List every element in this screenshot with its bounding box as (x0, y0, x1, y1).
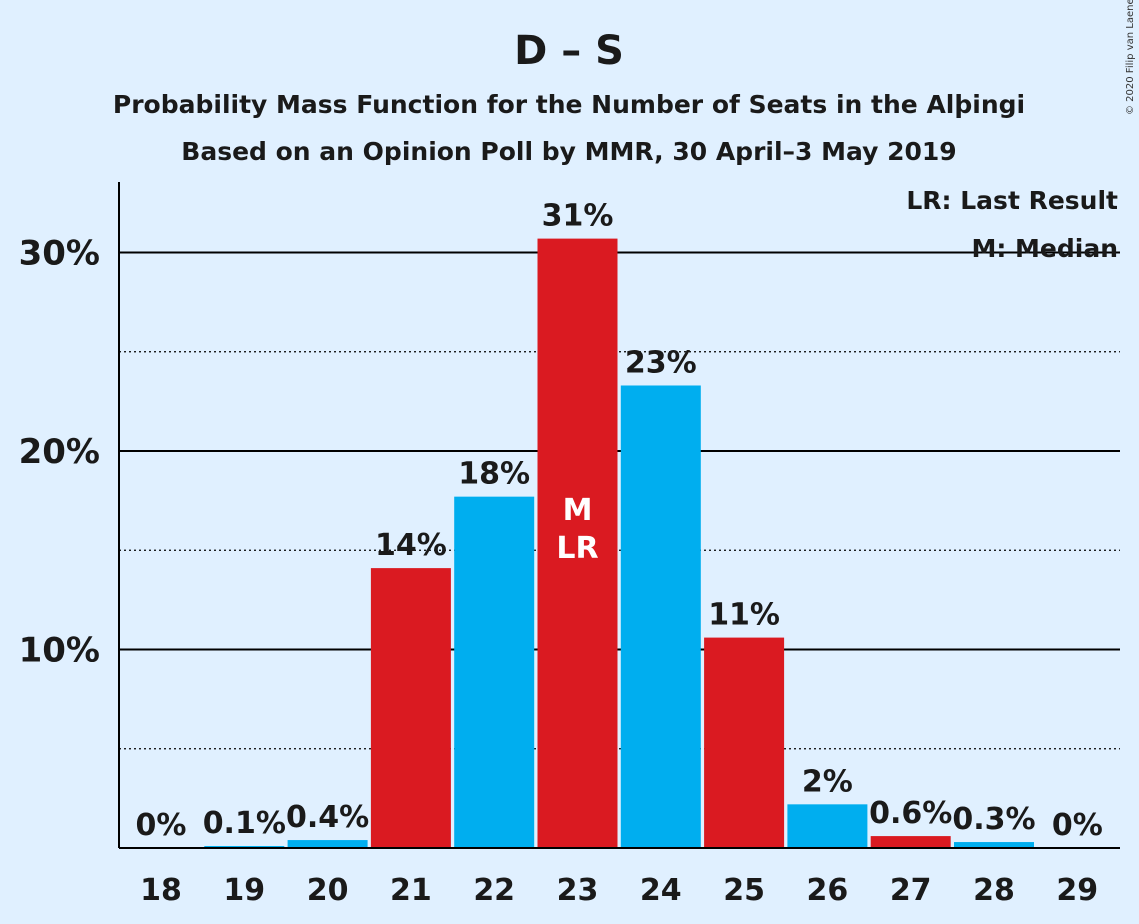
chart-subtitle-line2: Based on an Opinion Poll by MMR, 30 Apri… (181, 137, 956, 166)
bar-data-labels: 0% 0.1% 0.4% 14% 18% 31% 23% 11% 2% 0.6% 0.3% 0% (136, 199, 1103, 843)
chart-title: D – S (514, 28, 624, 74)
x-tick-label: 23 (557, 873, 599, 908)
y-tick-label: 20% (19, 432, 100, 472)
chart-subtitle-line1: Probability Mass Function for the Number… (113, 90, 1025, 119)
x-tick-label: 19 (223, 873, 265, 908)
y-tick-label: 30% (19, 234, 100, 274)
legend-last-result: LR: Last Result (906, 186, 1118, 215)
x-tick-label: 25 (723, 873, 765, 908)
bar-24 (620, 385, 701, 848)
bar-25 (704, 637, 785, 848)
copyright-note: © 2020 Filip van Laenen (1125, 0, 1136, 115)
bar-22 (454, 496, 535, 848)
bar-label-24: 23% (625, 345, 697, 380)
bar-label-27: 0.6% (869, 796, 952, 831)
bar-label-21: 14% (375, 528, 447, 563)
bar-label-20: 0.4% (286, 800, 369, 835)
last-result-marker: LR (556, 531, 598, 566)
bar-label-29: 0% (1052, 808, 1103, 843)
x-tick-label: 21 (390, 873, 432, 908)
bar-27 (870, 836, 951, 848)
x-tick-label: 22 (473, 873, 515, 908)
bar-21 (370, 568, 451, 848)
x-tick-label: 26 (807, 873, 849, 908)
bar-20 (287, 840, 368, 848)
bar-label-25: 11% (708, 598, 780, 633)
bar-23 (537, 238, 618, 849)
x-axis-ticks: 18 19 20 21 22 23 24 25 26 27 28 29 (140, 873, 1098, 908)
y-tick-label: 10% (19, 631, 100, 671)
x-tick-label: 20 (307, 873, 349, 908)
bar-label-19: 0.1% (203, 806, 286, 841)
gridlines (119, 251, 1120, 750)
bar-label-23: 31% (542, 199, 614, 234)
bar-28 (954, 842, 1034, 848)
bar-label-18: 0% (136, 808, 187, 843)
bar-label-28: 0.3% (952, 802, 1035, 837)
legend-median: M: Median (971, 234, 1118, 263)
bar-label-22: 18% (458, 457, 530, 492)
x-tick-label: 18 (140, 873, 182, 908)
bar-26 (787, 804, 868, 848)
y-axis-ticks: 10% 20% 30% (19, 234, 100, 671)
bar-label-26: 2% (802, 764, 853, 799)
x-tick-label: 27 (890, 873, 932, 908)
x-tick-label: 28 (973, 873, 1015, 908)
x-tick-label: 24 (640, 873, 682, 908)
median-marker: M (563, 493, 593, 528)
x-tick-label: 29 (1056, 873, 1098, 908)
bars (204, 238, 1034, 849)
